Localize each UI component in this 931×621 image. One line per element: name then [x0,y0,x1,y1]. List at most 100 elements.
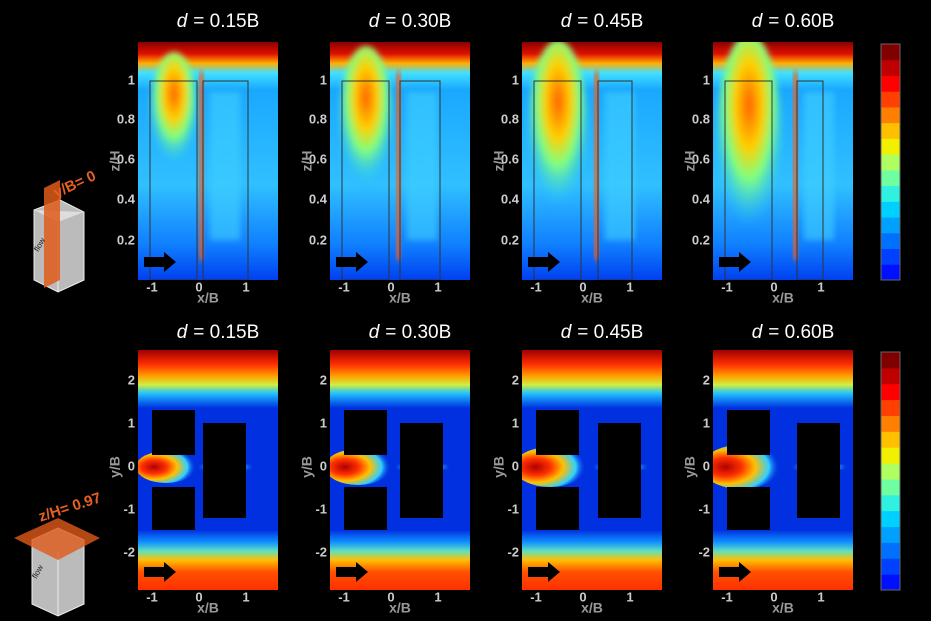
y-tick-label: -2 [123,544,135,559]
x-tick-label: 1 [242,279,249,294]
colorbar-band [881,44,900,61]
colorbar [880,43,901,281]
panel-title: d = 0.15B [177,11,260,32]
shear-band [330,350,470,408]
x-tick-label: 0 [579,589,586,604]
colorbar-band [881,447,900,464]
panel: d = 0.30B 0.2 0.4 0.6 0.8 1 -1 0 1 z/H x/B [299,11,470,306]
colorbar-band [881,106,900,124]
building-outline [341,80,390,280]
y-tick-label: 1 [703,72,710,87]
colorbar-band [881,75,900,92]
x-tick-label: 1 [817,589,824,604]
wake [522,447,586,487]
colorbar-band [881,232,900,250]
panel: d = 0.60B 0.2 0.4 0.6 0.8 1 -1 0 1 z/H x/B [682,11,853,306]
title-text: = 0.15B [193,322,259,343]
panel: d = 0.15B -2 -1 0 1 2 -1 0 1 y/B x/B [107,322,278,616]
x-axis-label: x/B [197,600,219,616]
title-symbol: d [369,11,381,32]
panel-title: d = 0.45B [561,322,644,343]
y-tick-label: 0.8 [309,111,327,126]
building-outline [796,80,824,280]
wake [138,451,196,483]
x-tick-label: 0 [387,279,394,294]
y-tick-label: -2 [507,544,519,559]
panel-title: d = 0.30B [369,11,452,32]
colorbar-band [881,352,900,369]
panel-title: d = 0.60B [752,11,835,32]
y-tick-label: 2 [128,372,135,387]
wake [713,445,780,489]
colorbar-band [881,367,900,385]
title-symbol: d [561,11,573,32]
shear-band [330,530,470,590]
y-tick-label: 0.8 [692,111,710,126]
panel: d = 0.45B 0.2 0.4 0.6 0.8 1 -1 0 1 z/H x/B [491,11,662,306]
y-tick-label: 0 [512,458,519,473]
y-tick-label: 0.4 [692,191,711,206]
title-symbol: d [177,11,189,32]
y-tick-label: 1 [320,72,327,87]
panel: d = 0.60B -2 -1 0 1 2 -1 0 1 y/B x/B [682,322,853,616]
contour-field [138,350,278,590]
y-axis-label: z/H [491,151,507,172]
colorbar-band [881,463,900,480]
y-tick-label: -1 [315,501,327,516]
wake [330,449,391,485]
y-axis-label: z/H [299,151,315,172]
panel: d = 0.45B -2 -1 0 1 2 -1 0 1 y/B x/B [491,322,662,616]
y-tick-label: 0.6 [501,151,519,166]
x-axis-label: x/B [581,600,603,616]
colorbar-band [881,558,900,575]
contour-field [713,42,853,280]
building [344,487,387,530]
flow-arrow [719,562,751,582]
building [727,410,770,455]
panel-title: d = 0.30B [369,322,452,343]
gap-jet [793,72,798,260]
gap-jet [199,72,204,260]
x-tick-label: 0 [770,279,777,294]
title-symbol: d [177,322,189,343]
colorbar-band [881,542,900,559]
title-symbol: d [369,322,381,343]
building [152,487,195,530]
x-axis-label: x/B [389,290,411,306]
x-tick-label: -1 [530,279,542,294]
colorbar-band [881,248,900,265]
wake [716,42,782,238]
title-text: = 0.45B [577,322,643,343]
building [203,423,246,518]
colorbar-frame [880,351,901,591]
x-tick-label: 1 [434,589,441,604]
building-outline [533,80,582,280]
building [152,410,195,455]
y-tick-label: 0.4 [309,191,328,206]
wake [150,52,198,172]
x-tick-label: 0 [579,279,586,294]
x-tick-label: 1 [434,279,441,294]
y-tick-label: 0.2 [692,232,710,247]
title-text: = 0.30B [385,322,451,343]
x-axis-label: x/B [389,600,411,616]
title-text: = 0.60B [768,11,834,32]
shear-band [138,530,278,590]
title-text: = 0.30B [385,11,451,32]
contour-field [138,42,278,280]
y-tick-label: 0.2 [501,232,519,247]
colorbar-band [881,138,900,155]
y-tick-label: -1 [123,501,135,516]
title-symbol: d [752,322,764,343]
title-symbol: d [561,322,573,343]
y-tick-label: 0.2 [117,232,135,247]
colorbar-band [881,526,900,543]
building [400,423,443,518]
downstream-field [210,92,240,240]
plane-label: z/H= 0.97 [36,489,103,525]
colorbar-band [881,59,900,76]
x-tick-label: 1 [242,589,249,604]
x-tick-label: 0 [195,589,202,604]
colorbar-band [881,154,900,171]
y-tick-label: 2 [512,372,519,387]
